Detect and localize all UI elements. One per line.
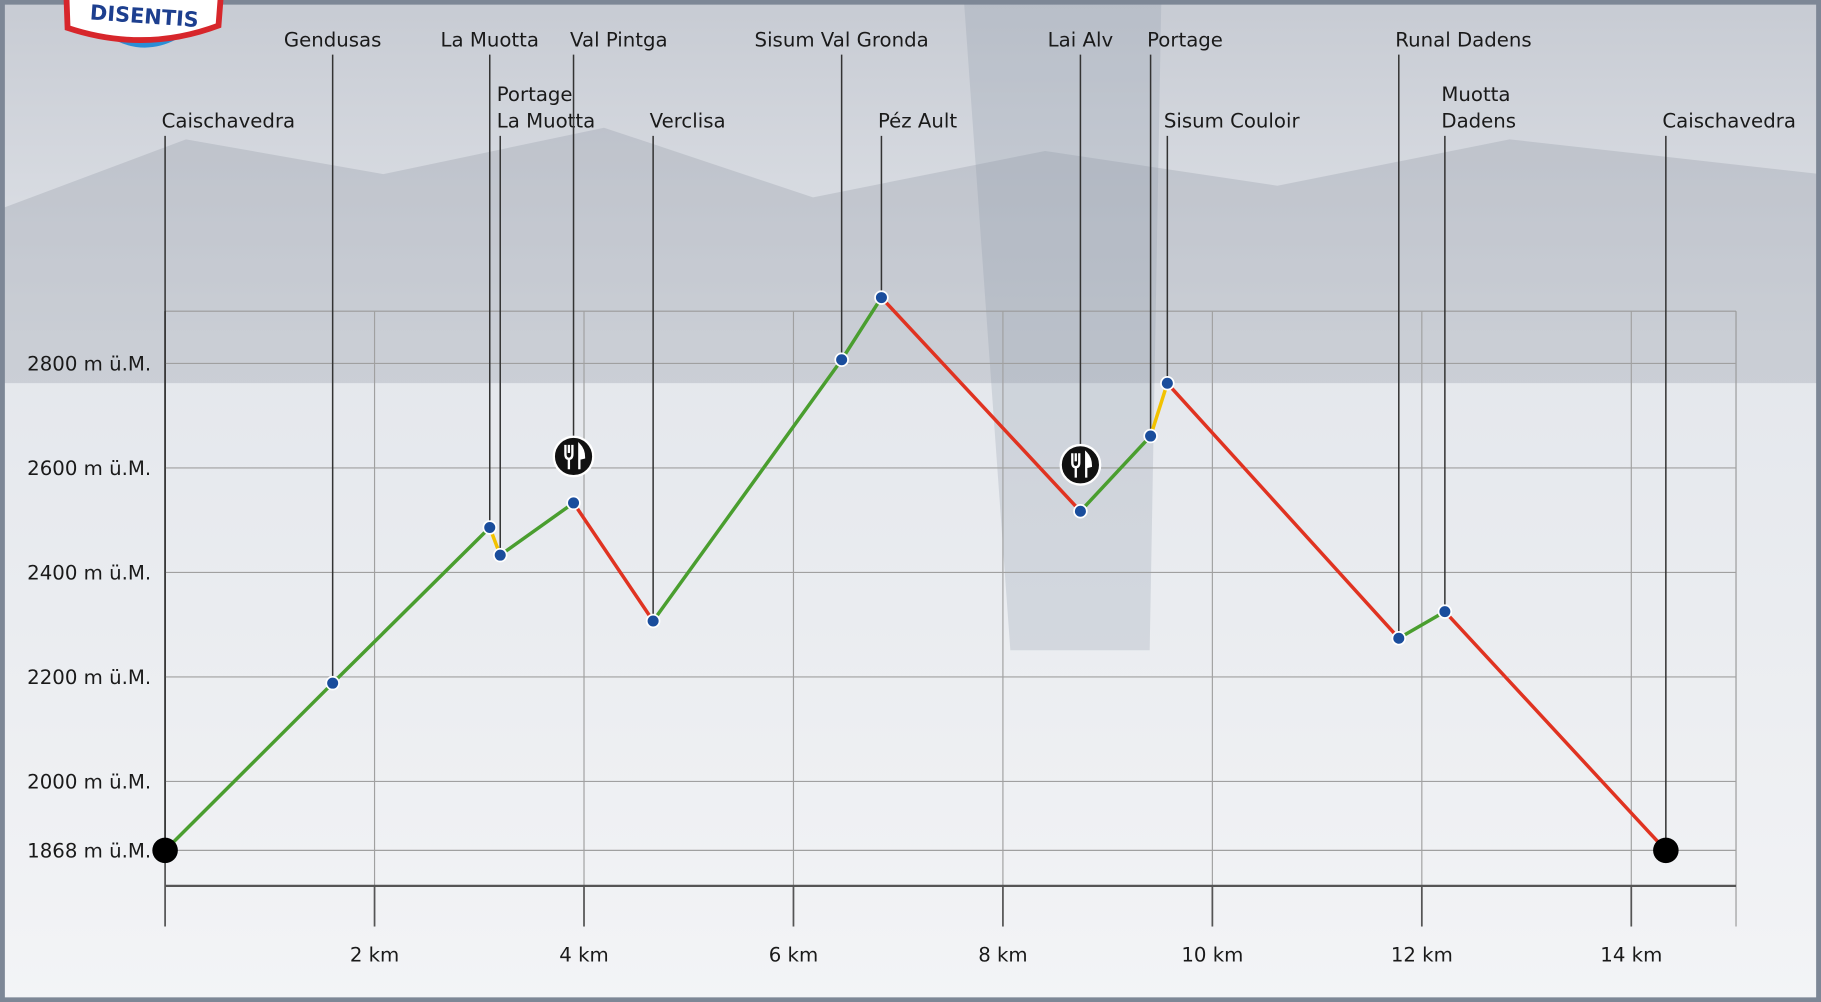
point-label: Caischavedra — [1662, 110, 1796, 133]
restaurant-icon-bg — [552, 435, 595, 478]
background-mountains — [0, 127, 1821, 384]
waypoint — [492, 547, 508, 563]
y-tick-label: 2000 m ü.M. — [27, 770, 151, 793]
background-skier — [963, 0, 1162, 651]
point-label: Portage — [1147, 28, 1223, 51]
point-label: Val Pintga — [570, 28, 668, 51]
y-tick-label: 2800 m ü.M. — [27, 352, 151, 375]
route-segment — [1165, 381, 1401, 640]
point-label: La Muotta — [441, 28, 539, 51]
route-segment — [1078, 434, 1153, 514]
point-label: Péz Ault — [878, 110, 957, 133]
restaurant-icon-fork — [1071, 453, 1081, 478]
waypoint — [1143, 428, 1158, 444]
point-label: Muotta — [1441, 83, 1510, 106]
logo: DISENTIS — [63, 0, 224, 48]
y-tick-label: 1868 m ü.M. — [27, 839, 151, 862]
x-tick-label: 12 km — [1391, 943, 1453, 966]
route-segment — [839, 295, 884, 362]
restaurant-icon-knife — [1085, 450, 1093, 478]
waypoint — [1391, 630, 1407, 646]
point-label: Dadens — [1441, 110, 1516, 133]
x-tick-label: 10 km — [1181, 943, 1243, 966]
route-segment — [330, 525, 492, 685]
endpoint — [1653, 837, 1679, 864]
route-segment — [163, 681, 335, 853]
waypoint — [1437, 604, 1453, 619]
waypoint — [1160, 376, 1175, 391]
waypoint — [874, 290, 889, 305]
waypoint — [566, 495, 581, 511]
point-label: Caischavedra — [162, 110, 296, 133]
logo-badge — [63, 0, 224, 43]
waypoint — [834, 352, 849, 368]
point-label: Lai Alv — [1048, 28, 1114, 51]
route-segment — [1397, 609, 1447, 640]
route-segment — [651, 358, 844, 623]
point-label: Verclisa — [650, 110, 726, 133]
x-tick-label: 4 km — [559, 943, 608, 966]
x-tick-label: 2 km — [350, 943, 399, 966]
route-segment — [1443, 609, 1668, 853]
restaurant-icon — [552, 435, 595, 478]
x-tick-label: 6 km — [769, 943, 818, 966]
waypoint — [645, 613, 661, 629]
route-segment — [571, 501, 655, 623]
point-label: Runal Dadens — [1395, 28, 1531, 51]
route-segment — [1148, 381, 1170, 438]
waypoint — [482, 520, 498, 535]
y-tick-label: 2600 m ü.M. — [27, 457, 151, 480]
y-tick-label: 2400 m ü.M. — [27, 561, 151, 584]
restaurant-icon-knife — [578, 442, 586, 470]
y-tick-label: 2200 m ü.M. — [27, 666, 151, 689]
x-tick-label: 14 km — [1600, 943, 1662, 966]
waypoint — [325, 675, 340, 691]
restaurant-icon-fork — [564, 444, 574, 470]
waypoint — [1073, 504, 1088, 519]
route-segment — [498, 501, 576, 557]
point-label: Gendusas — [284, 28, 382, 51]
restaurant-icon-bg — [1059, 443, 1102, 486]
point-label: Sisum Val Gronda — [755, 28, 929, 51]
point-label: Sisum Couloir — [1164, 110, 1301, 133]
point-label: Portage — [497, 83, 573, 106]
route-segment — [879, 295, 1083, 514]
point-label: La Muotta — [497, 110, 595, 133]
restaurant-icon — [1059, 443, 1102, 486]
x-tick-label: 8 km — [978, 943, 1027, 966]
endpoint — [152, 837, 178, 864]
